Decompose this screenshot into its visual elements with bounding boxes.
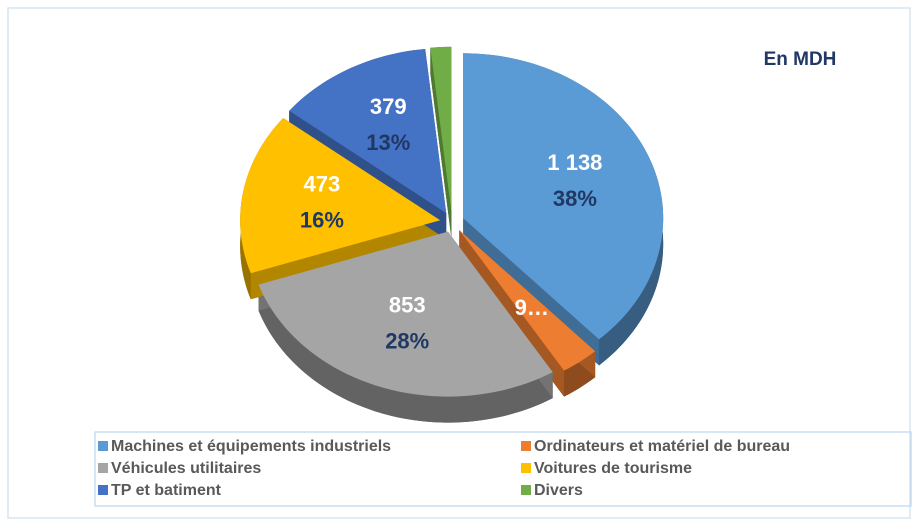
legend-label: Véhicules utilitaires — [111, 460, 261, 477]
slice — [430, 46, 452, 212]
legend-swatch — [98, 485, 108, 495]
value-label: 473 — [304, 171, 341, 196]
legend-label: Ordinateurs et matériel de bureau — [534, 438, 790, 455]
value-label: 1 138 — [547, 150, 602, 175]
annotation: En MDH — [764, 49, 837, 70]
legend-swatch — [521, 463, 531, 473]
slice — [258, 231, 553, 397]
legend-label: TP et batiment — [111, 482, 222, 499]
legend-label: Machines et équipements industriels — [111, 438, 391, 455]
slice-tops — [240, 46, 664, 397]
value-label: 379 — [370, 94, 407, 119]
legend-swatch — [521, 441, 531, 451]
legend-swatch — [98, 463, 108, 473]
value-label: 853 — [389, 293, 426, 318]
percent-label: 38% — [553, 186, 597, 211]
legend-label: Divers — [534, 482, 583, 499]
slice — [463, 53, 664, 340]
percent-label: 13% — [366, 130, 410, 155]
legend-label: Voitures de tourisme — [534, 460, 692, 477]
slice — [459, 230, 596, 371]
legend-frame — [94, 431, 912, 507]
percent-label: 16% — [300, 207, 344, 232]
value-label: 9… — [515, 295, 549, 320]
percent-label: 28% — [385, 329, 429, 354]
legend-swatch — [521, 485, 531, 495]
slice — [289, 48, 447, 214]
slice-edge — [430, 47, 452, 238]
legend-swatch — [98, 441, 108, 451]
slice — [240, 118, 441, 274]
slice-labels: 1 138 38% 9… 853 28% 473 16% 379 13% — [300, 94, 603, 353]
slice-side — [258, 284, 553, 423]
